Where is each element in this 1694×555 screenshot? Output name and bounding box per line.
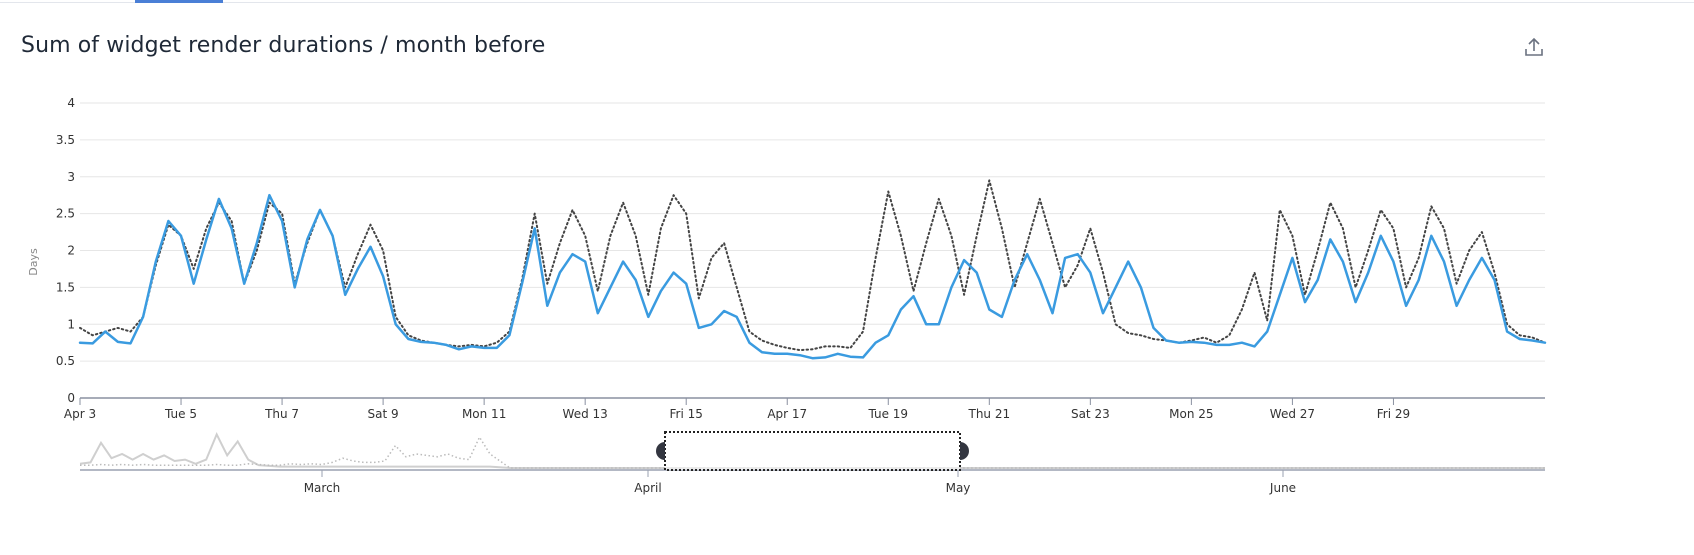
x-tick-label: Mon 11: [462, 407, 506, 421]
navigator-current-line: [79, 431, 1545, 469]
y-tick-label: 0: [67, 391, 75, 405]
navigator-month-label: April: [634, 481, 661, 495]
x-tick-label: Tue 19: [867, 407, 908, 421]
y-tick-label: 0.5: [56, 354, 75, 368]
navigator-right-handle[interactable]: [960, 442, 969, 460]
x-tick-label: Apr 17: [767, 407, 807, 421]
navigator-selection-window[interactable]: [664, 431, 961, 471]
y-tick-label: 3: [67, 170, 75, 184]
current-period-line: [78, 193, 1547, 360]
export-share-icon[interactable]: [1522, 35, 1546, 59]
navigator-left-handle[interactable]: [656, 442, 665, 460]
x-tick-label: Wed 27: [1270, 407, 1315, 421]
y-tick-label: 2: [67, 244, 75, 258]
x-tick-label: Sat 23: [1071, 407, 1110, 421]
y-tick-label: 1.5: [56, 280, 75, 294]
x-tick-label: Wed 13: [563, 407, 608, 421]
x-tick-label: Sat 9: [368, 407, 399, 421]
x-tick-label: Fri 15: [670, 407, 703, 421]
active-tab-indicator[interactable]: [135, 0, 223, 3]
navigator-month-label: May: [946, 481, 971, 495]
x-tick-label: Fri 29: [1377, 407, 1410, 421]
x-tick-label: Mon 25: [1169, 407, 1213, 421]
x-tick-label: Thu 21: [967, 407, 1010, 421]
top-border: [0, 2, 1694, 3]
chart-title: Sum of widget render durations / month b…: [21, 33, 546, 58]
y-axis-label: Days: [27, 248, 40, 276]
navigator-month-label: June: [1269, 481, 1296, 495]
x-tick-label: Apr 3: [64, 407, 96, 421]
y-tick-label: 1: [67, 317, 75, 331]
y-tick-label: 4: [67, 96, 75, 110]
navigator-month-label: March: [304, 481, 341, 495]
navigator[interactable]: March April May June: [79, 431, 1545, 495]
y-tick-label: 2.5: [56, 207, 75, 221]
x-tick-label: Thu 7: [264, 407, 299, 421]
x-tick-label: Tue 5: [164, 407, 197, 421]
y-tick-label: 3.5: [56, 133, 75, 147]
